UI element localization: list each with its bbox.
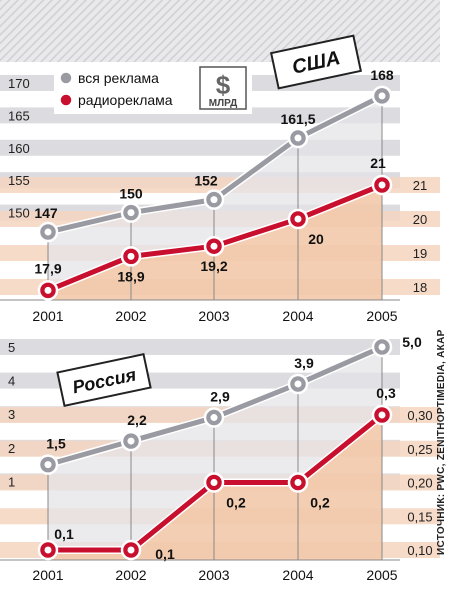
radio-ads-point-center xyxy=(127,546,135,554)
right-tick-label: 0,10 xyxy=(407,543,432,558)
radio-ads-data-label: 20 xyxy=(308,231,324,247)
right-tick-label: 0,30 xyxy=(407,408,432,423)
right-tick-label: 20 xyxy=(413,212,427,227)
source-note: ИСТОЧНИК: PWC, ZENITHOPTIMEDIA, АКАР xyxy=(436,329,447,555)
left-tick-label: 1 xyxy=(8,474,15,489)
usa-chart-panel: 150 155 160 165 170 18 19 20 21 2001 2002 2003 2004 2… xyxy=(0,67,440,324)
all-ads-data-label: 3,9 xyxy=(294,355,314,371)
radio-ads-point-center xyxy=(378,411,386,419)
all-ads-point-center xyxy=(210,414,218,422)
all-ads-point-center xyxy=(127,437,135,445)
all-ads-data-label: 147 xyxy=(34,205,58,221)
legend-label-all-ads: вся реклама xyxy=(78,70,159,86)
legend-label-radio-ads: радиореклама xyxy=(78,92,173,108)
unit-label: МЛРД xyxy=(209,98,238,109)
radio-ads-point-center xyxy=(294,215,302,223)
radio-ads-data-label: 0,1 xyxy=(155,546,175,562)
all-ads-data-label: 5,0 xyxy=(402,334,422,350)
radio-ads-data-label: 17,9 xyxy=(34,260,61,276)
x-tick-label: 2001 xyxy=(32,567,63,583)
all-ads-data-label: 1,5 xyxy=(46,436,66,452)
right-tick-label: 0,25 xyxy=(407,442,432,457)
radio-ads-point-center xyxy=(210,479,218,486)
radio-ads-data-label: 0,2 xyxy=(310,495,330,511)
gridline-band xyxy=(0,339,400,355)
radio-ads-data-label: 19,2 xyxy=(200,258,227,274)
radio-ads-point-center xyxy=(127,252,135,260)
left-tick-label: 165 xyxy=(8,108,30,123)
legend-gray-marker-icon xyxy=(59,71,73,85)
all-ads-data-label: 168 xyxy=(370,67,394,83)
radio-ads-data-label: 0,3 xyxy=(376,385,396,401)
x-tick-label: 2003 xyxy=(198,308,229,324)
right-tick-label: 19 xyxy=(413,246,427,261)
left-tick-label: 155 xyxy=(8,173,30,188)
radio-ads-point-center xyxy=(44,286,52,294)
all-ads-data-label: 2,9 xyxy=(210,389,230,405)
legend-item-all-ads: вся реклама xyxy=(59,70,159,86)
left-tick-label: 4 xyxy=(8,374,15,389)
all-ads-point-center xyxy=(127,209,135,217)
x-tick-label: 2005 xyxy=(366,567,397,583)
left-tick-label: 150 xyxy=(8,206,30,221)
all-ads-point-center xyxy=(44,228,52,236)
x-tick-label: 2005 xyxy=(366,308,397,324)
left-tick-label: 2 xyxy=(8,441,15,456)
left-tick-label: 160 xyxy=(8,141,30,156)
all-ads-point-center xyxy=(294,134,302,142)
left-tick-label: 5 xyxy=(8,340,15,355)
left-tick-label: 170 xyxy=(8,76,30,91)
all-ads-data-label: 150 xyxy=(119,186,143,202)
x-tick-label: 2004 xyxy=(282,308,313,324)
radio-ads-data-label: 0,1 xyxy=(54,526,74,542)
right-tick-label: 0,15 xyxy=(407,509,432,524)
x-tick-label: 2002 xyxy=(115,308,146,324)
x-tick-label: 2004 xyxy=(282,567,313,583)
all-ads-point-center xyxy=(378,343,386,351)
all-ads-data-label: 161,5 xyxy=(280,111,315,127)
russia-title-box: Россия xyxy=(56,353,152,407)
all-ads-data-label: 2,2 xyxy=(127,412,147,428)
dollar-icon: $ xyxy=(216,70,231,100)
radio-ads-data-label: 0,2 xyxy=(226,495,246,511)
x-tick-label: 2001 xyxy=(32,308,63,324)
radio-ads-point-center xyxy=(210,242,218,250)
dollar-billions-badge: $ МЛРД xyxy=(199,66,247,110)
all-ads-point-center xyxy=(378,92,386,100)
all-ads-data-label: 152 xyxy=(194,173,218,189)
x-tick-label: 2003 xyxy=(198,567,229,583)
usa-title-box: США xyxy=(269,34,363,90)
top-hatch-strip xyxy=(0,0,440,62)
radio-ads-data-label: 18,9 xyxy=(117,268,144,284)
right-tick-label: 0,20 xyxy=(407,476,432,491)
radio-ads-point-center xyxy=(294,479,302,486)
radio-ads-data-label: 21 xyxy=(370,155,386,171)
all-ads-point-center xyxy=(44,461,52,469)
legend: вся реклама радиореклама $ МЛРД xyxy=(54,62,252,114)
right-tick-label: 21 xyxy=(413,178,427,193)
radio-ads-point-center xyxy=(378,181,386,189)
all-ads-point-center xyxy=(294,380,302,388)
radio-ads-point-center xyxy=(44,546,52,554)
x-tick-label: 2002 xyxy=(115,567,146,583)
legend-item-radio-ads: радиореклама xyxy=(59,92,173,108)
right-tick-label: 18 xyxy=(413,280,427,295)
all-ads-point-center xyxy=(210,196,218,204)
legend-red-marker-icon xyxy=(59,93,73,107)
left-tick-label: 3 xyxy=(8,407,15,422)
